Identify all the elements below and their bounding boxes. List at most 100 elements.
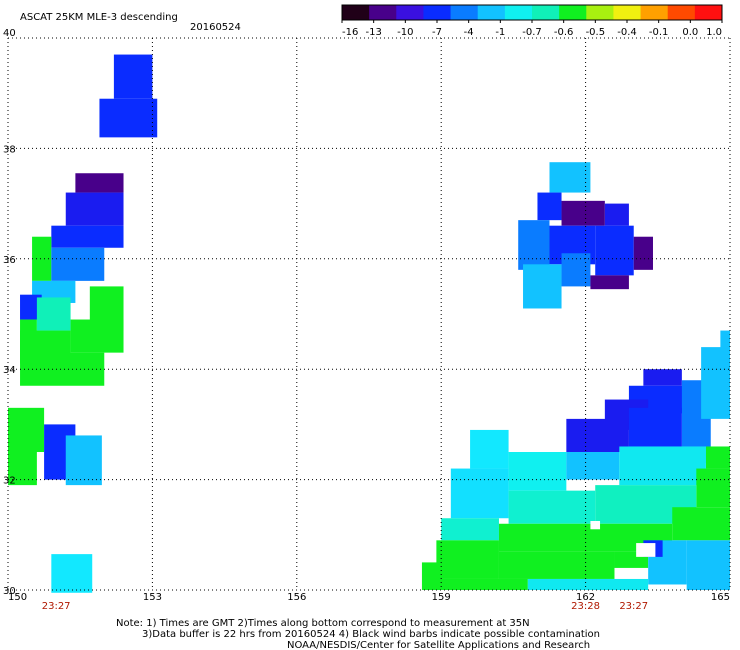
data-cells: [8, 54, 730, 593]
data-cell-15: [8, 407, 45, 452]
data-cell-20: [549, 162, 591, 193]
x-tick-159: 159: [432, 592, 451, 603]
colorbar: [341, 4, 723, 21]
colorbar-segment-11: [640, 5, 669, 20]
data-cell-2: [75, 173, 124, 193]
time-label-0: 23:27: [42, 601, 71, 612]
data-cell-50: [441, 518, 499, 541]
y-tick-40: 40: [3, 28, 16, 39]
data-cell-44: [619, 446, 706, 486]
colorbar-label-12: 1.0: [706, 27, 722, 38]
chart-title: ASCAT 25KM MLE-3 descending: [20, 12, 178, 23]
colorbar-segment-10: [613, 5, 642, 20]
x-tick-162: 162: [576, 592, 595, 603]
chart-date: 20160524: [190, 22, 241, 33]
data-cell-37: [566, 418, 629, 452]
note-line-2: 3)Data buffer is 22 hrs from 20160524 4)…: [142, 629, 600, 640]
data-cell-21: [537, 192, 562, 221]
colorbar-segment-6: [504, 5, 533, 20]
colorbar-segment-2: [396, 5, 424, 20]
data-cell-23: [604, 203, 629, 226]
data-cell-0: [113, 54, 153, 99]
colorbar-label-5: -1: [495, 27, 505, 38]
colorbar-segment-5: [477, 5, 506, 20]
time-labels: 23:27 23:28 23:27: [42, 601, 648, 612]
data-cell-12: [70, 319, 124, 353]
colorbar-label-2: -10: [397, 27, 413, 38]
y-tick-36: 36: [3, 255, 16, 266]
colorbar-label-4: -4: [464, 27, 474, 38]
data-cell-40: [705, 446, 730, 469]
data-cell-31: [643, 369, 682, 386]
data-cell-46: [450, 468, 509, 519]
data-cell-5: [32, 236, 52, 281]
data-cell-36: [720, 330, 730, 370]
data-cell-53: [498, 551, 615, 579]
data-cell-19: [51, 554, 93, 593]
y-tick-34: 34: [3, 365, 16, 376]
colorbar-segment-12: [667, 5, 696, 20]
data-cell-43: [566, 452, 620, 480]
colorbar-segment-7: [532, 5, 560, 20]
data-cell-6: [51, 247, 105, 281]
colorbar-segment-0: [342, 5, 370, 20]
data-cell-47: [508, 490, 596, 524]
colorbar-label-8: -0.5: [586, 27, 606, 38]
colorbar-label-11: 0.0: [682, 27, 698, 38]
y-tick-38: 38: [3, 144, 16, 155]
x-tick-165: 165: [711, 592, 730, 603]
x-tick-153: 153: [143, 592, 162, 603]
data-cell-28: [523, 264, 562, 309]
colorbar-segment-4: [450, 5, 479, 20]
colorbar-label-0: -16: [342, 27, 358, 38]
note-line-1: Note: 1) Times are GMT 2)Times along bot…: [116, 618, 530, 629]
x-tick-156: 156: [287, 592, 306, 603]
data-cell-11: [36, 297, 71, 331]
note-line-3: NOAA/NESDIS/Center for Satellite Applica…: [287, 640, 590, 650]
x-tick-150: 150: [8, 592, 27, 603]
x-tick-labels: 150 153 156 159 162 165: [8, 592, 730, 603]
colorbar-segment-13: [694, 5, 723, 20]
colorbar-label-9: -0.4: [617, 27, 637, 38]
data-cell-24: [518, 220, 550, 270]
data-gap-0: [636, 543, 656, 557]
data-cell-45: [696, 468, 730, 508]
colorbar-label-1: -13: [365, 27, 381, 38]
data-gap-1: [590, 521, 601, 530]
data-cell-42: [508, 452, 567, 491]
y-tick-labels: 30 32 34 36 38 40: [3, 28, 16, 597]
colorbar-segment-8: [559, 5, 587, 20]
data-cell-26: [595, 225, 634, 276]
data-cell-30: [590, 275, 629, 290]
data-cell-38: [628, 407, 682, 447]
colorbar-segment-9: [586, 5, 614, 20]
data-cell-52: [436, 540, 499, 579]
data-cell-58: [527, 578, 649, 590]
data-cell-41: [470, 429, 509, 469]
time-label-1: 23:28: [571, 601, 600, 612]
data-cell-57: [436, 578, 528, 590]
time-label-2: 23:27: [619, 601, 648, 612]
colorbar-segment-3: [423, 5, 452, 20]
data-cell-49: [672, 507, 730, 541]
colorbar-label-7: -0.6: [554, 27, 574, 38]
data-cell-14: [20, 352, 105, 386]
data-cell-3: [65, 192, 124, 226]
colorbar-segment-1: [369, 5, 397, 20]
y-tick-30: 30: [3, 586, 16, 597]
y-tick-32: 32: [3, 476, 16, 487]
colorbar-label-3: -7: [432, 27, 442, 38]
data-cell-27: [633, 236, 653, 270]
data-cell-9: [20, 294, 42, 320]
colorbar-label-6: -0.7: [522, 27, 542, 38]
colorbar-label-10: -0.1: [649, 27, 669, 38]
data-cell-22: [561, 200, 605, 226]
data-cell-1: [99, 98, 158, 138]
data-cell-56: [686, 540, 730, 590]
data-cell-18: [65, 435, 102, 486]
colorbar-labels: -16 -13 -10 -7 -4 -1 -0.7 -0.6 -0.5 -0.4 -0.1 0.0 1.…: [341, 20, 723, 38]
gridlines: [7, 37, 731, 591]
data-cell-60: [421, 562, 442, 590]
data-cell-4: [51, 225, 124, 248]
